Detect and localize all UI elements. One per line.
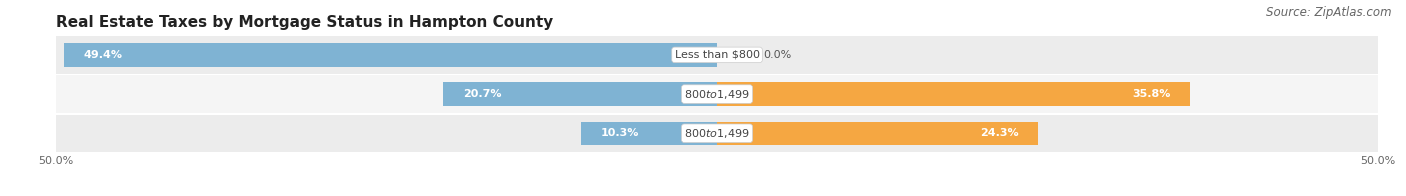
Text: Source: ZipAtlas.com: Source: ZipAtlas.com [1267, 6, 1392, 19]
Text: Less than $800: Less than $800 [675, 50, 759, 60]
Text: 35.8%: 35.8% [1132, 89, 1170, 99]
Text: $800 to $1,499: $800 to $1,499 [685, 127, 749, 140]
Bar [65, 43, 717, 67]
Text: 10.3%: 10.3% [600, 128, 640, 138]
Text: 49.4%: 49.4% [84, 50, 122, 60]
Bar [56, 36, 1378, 74]
Text: Real Estate Taxes by Mortgage Status in Hampton County: Real Estate Taxes by Mortgage Status in … [56, 15, 554, 30]
Bar [717, 82, 1191, 106]
Text: $800 to $1,499: $800 to $1,499 [685, 88, 749, 101]
Text: 0.0%: 0.0% [763, 50, 792, 60]
Bar [56, 115, 1378, 152]
Bar [717, 122, 1038, 145]
Bar [56, 75, 1378, 113]
Text: 24.3%: 24.3% [980, 128, 1018, 138]
Bar [581, 122, 717, 145]
Text: 20.7%: 20.7% [464, 89, 502, 99]
Bar [443, 82, 717, 106]
